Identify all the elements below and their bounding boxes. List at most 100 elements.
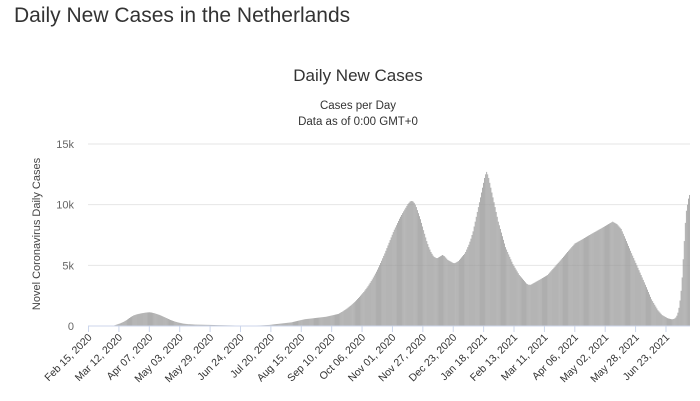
bar xyxy=(511,261,513,326)
bar xyxy=(157,314,159,326)
bar xyxy=(464,253,466,326)
bar xyxy=(203,324,205,326)
bar xyxy=(301,319,303,326)
bar xyxy=(172,320,173,326)
bar xyxy=(329,315,331,326)
bar xyxy=(337,314,338,326)
bar xyxy=(387,245,389,326)
bar xyxy=(501,232,502,326)
bar xyxy=(143,312,145,326)
bar xyxy=(308,318,310,326)
bar xyxy=(544,276,545,326)
bar xyxy=(634,260,636,326)
bar xyxy=(665,317,667,326)
bar xyxy=(685,210,687,326)
bar xyxy=(512,264,514,326)
bar xyxy=(385,250,387,326)
bar xyxy=(401,214,402,326)
bar xyxy=(456,261,458,326)
bar xyxy=(630,250,632,326)
bar xyxy=(382,258,384,326)
bar xyxy=(297,320,298,326)
bar xyxy=(436,258,438,326)
bar xyxy=(610,222,612,326)
bar xyxy=(453,263,455,326)
bar xyxy=(569,249,571,326)
bar xyxy=(422,226,424,326)
bar xyxy=(318,317,320,326)
bar xyxy=(405,207,407,326)
bar xyxy=(302,319,304,326)
bar xyxy=(568,250,570,326)
bar xyxy=(191,324,192,326)
bar xyxy=(633,258,635,326)
bar xyxy=(551,270,553,326)
bar xyxy=(310,318,312,326)
bar xyxy=(414,204,416,326)
bar xyxy=(649,294,650,326)
bar xyxy=(664,316,666,326)
bar xyxy=(624,238,626,326)
bar xyxy=(370,281,372,326)
bar xyxy=(336,314,337,326)
y-tick-label: 5k xyxy=(62,260,74,272)
bar xyxy=(286,322,288,326)
bar xyxy=(576,242,578,326)
bar xyxy=(620,228,622,326)
bar xyxy=(432,255,434,326)
bar xyxy=(381,260,383,326)
bar xyxy=(289,322,291,326)
bar xyxy=(184,323,186,326)
bar xyxy=(647,289,648,326)
bar xyxy=(461,257,462,326)
bar xyxy=(283,323,285,326)
bar xyxy=(582,238,584,326)
bar xyxy=(529,284,531,326)
bar xyxy=(154,313,156,326)
bar xyxy=(300,320,302,326)
bar xyxy=(421,222,422,326)
bar xyxy=(328,316,330,326)
bar xyxy=(351,304,353,326)
bar xyxy=(525,282,526,326)
bar xyxy=(557,262,559,326)
bar xyxy=(398,220,399,326)
bar xyxy=(443,255,445,326)
bar xyxy=(637,267,639,326)
bar xyxy=(424,233,426,326)
bar xyxy=(487,174,489,326)
bar xyxy=(161,316,163,326)
bar xyxy=(526,283,528,326)
bar xyxy=(518,275,520,326)
bar xyxy=(532,283,534,326)
bar xyxy=(314,318,315,326)
bar xyxy=(122,322,124,326)
bar xyxy=(413,202,415,326)
bar xyxy=(542,278,543,326)
bar xyxy=(140,313,142,326)
bar xyxy=(118,323,120,326)
bar xyxy=(613,222,615,326)
bar xyxy=(617,225,619,326)
bar xyxy=(151,312,152,326)
bar xyxy=(312,318,314,326)
bar xyxy=(115,324,117,326)
bar xyxy=(275,324,276,326)
bar xyxy=(270,324,272,326)
bar xyxy=(274,324,275,326)
bar xyxy=(198,324,200,326)
bar xyxy=(623,236,625,326)
bar xyxy=(442,255,443,326)
bar xyxy=(603,226,605,326)
y-axis-ticks: 0 5k 10k 15k xyxy=(56,139,74,333)
bar xyxy=(668,318,669,326)
bar xyxy=(316,317,317,326)
bar xyxy=(125,320,127,326)
bar xyxy=(534,282,536,326)
bar xyxy=(482,187,483,326)
bar xyxy=(468,244,470,326)
bar xyxy=(366,287,368,326)
bar xyxy=(473,226,475,326)
bar xyxy=(493,202,495,326)
bar xyxy=(567,251,568,326)
